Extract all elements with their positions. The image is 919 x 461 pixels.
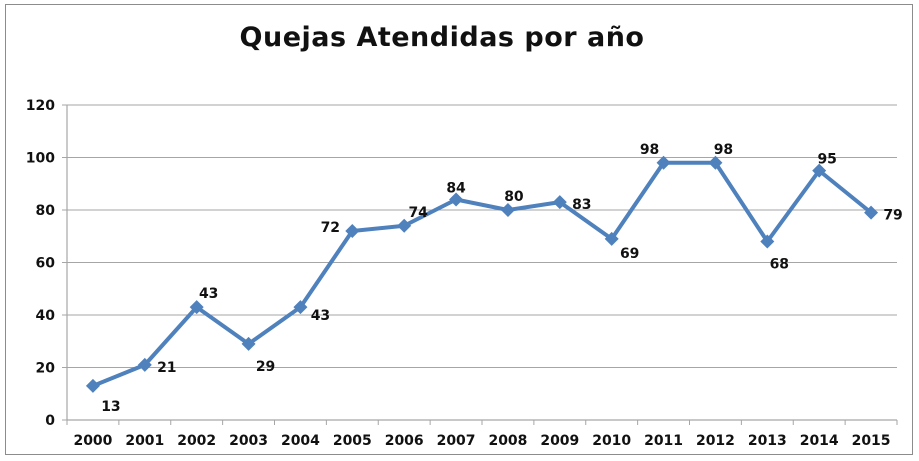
data-point-marker bbox=[760, 234, 775, 249]
x-tick-label: 2013 bbox=[748, 433, 787, 449]
x-tick-label: 2005 bbox=[333, 433, 372, 449]
x-tick-label: 2004 bbox=[281, 433, 320, 449]
x-tick-label: 2007 bbox=[437, 433, 476, 449]
data-point-marker bbox=[137, 357, 152, 372]
data-label: 69 bbox=[620, 246, 639, 262]
y-tick-label: 0 bbox=[45, 413, 55, 429]
chart-title: Quejas Atendidas por año bbox=[239, 22, 645, 53]
data-point-marker bbox=[449, 192, 464, 207]
data-point-marker bbox=[241, 336, 256, 351]
data-label: 72 bbox=[321, 220, 340, 236]
x-tick-label: 2010 bbox=[592, 433, 631, 449]
data-point-marker bbox=[397, 218, 412, 233]
data-label: 43 bbox=[311, 308, 330, 324]
chart-frame bbox=[5, 4, 913, 455]
series-line bbox=[92, 160, 873, 388]
data-label: 84 bbox=[446, 181, 466, 197]
data-label: 80 bbox=[504, 189, 524, 205]
data-label: 13 bbox=[101, 399, 120, 415]
data-point-marker bbox=[604, 231, 619, 246]
data-label: 68 bbox=[770, 257, 789, 273]
data-label: 74 bbox=[408, 205, 428, 221]
data-label: 98 bbox=[714, 142, 733, 158]
data-label: 98 bbox=[640, 142, 659, 158]
data-point-marker bbox=[85, 378, 100, 393]
data-point-marker bbox=[189, 300, 204, 315]
data-point-marker bbox=[708, 155, 723, 170]
data-point-marker bbox=[656, 155, 671, 170]
data-label: 79 bbox=[883, 208, 902, 224]
x-tick-label: 2015 bbox=[852, 433, 891, 449]
x-tick-label: 2000 bbox=[73, 433, 112, 449]
y-tick-label: 60 bbox=[36, 256, 56, 272]
x-tick-label: 2008 bbox=[488, 433, 527, 449]
data-point-marker bbox=[812, 163, 827, 178]
x-tick-label: 2001 bbox=[125, 433, 164, 449]
data-point-marker bbox=[552, 195, 567, 210]
data-label: 43 bbox=[199, 286, 218, 302]
data-label: 95 bbox=[817, 152, 836, 168]
x-tick-label: 2003 bbox=[229, 433, 268, 449]
data-point-marker bbox=[293, 300, 308, 315]
x-tick-label: 2011 bbox=[644, 433, 683, 449]
data-point-marker bbox=[345, 224, 360, 238]
y-tick-label: 80 bbox=[36, 203, 56, 219]
data-label: 21 bbox=[157, 360, 176, 376]
data-point-marker bbox=[864, 205, 879, 220]
y-tick-label: 40 bbox=[36, 308, 56, 324]
x-tick-label: 2009 bbox=[540, 433, 579, 449]
x-tick-label: 2012 bbox=[696, 433, 735, 449]
data-point-marker bbox=[500, 203, 515, 217]
y-tick-label: 120 bbox=[26, 98, 55, 114]
y-tick-label: 20 bbox=[36, 361, 56, 377]
x-tick-label: 2006 bbox=[385, 433, 424, 449]
x-tick-label: 2014 bbox=[800, 433, 839, 449]
y-tick-label: 100 bbox=[26, 151, 55, 167]
data-label: 83 bbox=[572, 197, 591, 213]
data-label: 29 bbox=[256, 359, 275, 375]
x-tick-label: 2002 bbox=[177, 433, 216, 449]
